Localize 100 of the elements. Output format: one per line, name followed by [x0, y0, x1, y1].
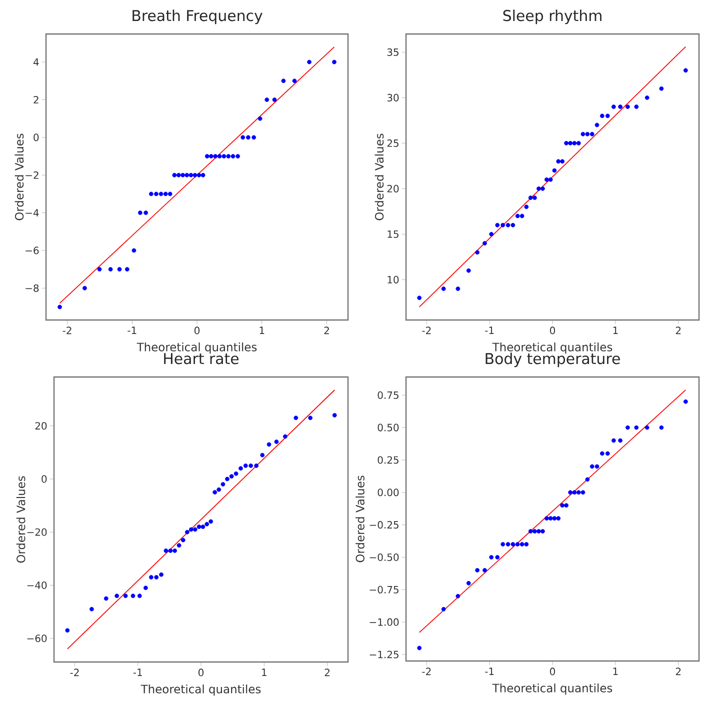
point	[154, 192, 158, 196]
y-tick-label: 15	[388, 230, 398, 238]
point	[506, 542, 510, 546]
point	[532, 196, 537, 200]
point	[626, 104, 630, 109]
point	[226, 154, 231, 158]
point	[208, 519, 214, 524]
point	[212, 490, 218, 494]
point	[544, 516, 549, 521]
point	[520, 214, 524, 218]
y-tick-label: 0.00	[378, 488, 399, 496]
point	[510, 222, 516, 228]
point	[192, 172, 198, 178]
y-tick-label: 10	[388, 276, 399, 284]
point	[281, 78, 286, 84]
y-tick-label: 0.75	[378, 391, 398, 399]
point	[196, 524, 202, 529]
point	[456, 594, 460, 598]
point	[564, 140, 568, 146]
y-tick-label: −0.25	[370, 521, 398, 529]
point	[560, 503, 565, 508]
point	[594, 464, 600, 469]
x-tick-label: -1	[133, 668, 142, 676]
point	[524, 542, 529, 546]
x-tick-label: -1	[485, 326, 494, 334]
y-tick-label: 20	[35, 422, 47, 430]
point	[108, 267, 113, 272]
point	[332, 413, 337, 418]
point	[605, 451, 610, 456]
point	[495, 222, 500, 228]
point	[556, 516, 561, 521]
x-tick-label: -2	[70, 668, 79, 676]
point	[528, 196, 533, 200]
point	[475, 250, 480, 255]
x-tick-label: 2	[676, 326, 681, 334]
point	[417, 646, 422, 650]
point	[236, 154, 240, 158]
y-tick-label: −8	[26, 284, 39, 292]
point	[229, 474, 234, 479]
y-tick-label: 35	[387, 48, 398, 56]
point	[644, 425, 650, 430]
point	[510, 542, 516, 546]
x-tick-label: 2	[324, 668, 330, 676]
point	[489, 555, 494, 560]
x-tick-label: -2	[422, 668, 431, 676]
point	[600, 114, 604, 118]
point	[248, 464, 254, 468]
point	[524, 204, 529, 210]
point	[332, 60, 336, 64]
point	[536, 529, 541, 534]
x-tick-label: 1	[613, 326, 618, 334]
point	[222, 154, 226, 158]
point	[209, 154, 214, 158]
y-tick-label: −2	[26, 171, 38, 179]
point	[500, 222, 506, 228]
point	[644, 95, 650, 100]
point	[482, 241, 487, 246]
x-tick-label: -1	[128, 326, 136, 334]
point	[576, 140, 581, 146]
point	[572, 140, 577, 146]
y-axis-title: Ordered Values	[16, 476, 26, 563]
x-axis-title: Theoretical quantiles	[136, 342, 257, 354]
point	[544, 177, 549, 182]
point	[532, 529, 537, 534]
x-tick-label: -2	[422, 326, 431, 334]
y-tick-label: 0	[42, 475, 47, 483]
y-tick-label: −60	[27, 634, 47, 642]
point	[217, 154, 222, 158]
point	[552, 168, 557, 173]
y-tick-label: 20	[387, 184, 399, 192]
x-tick-label: 1	[613, 668, 618, 675]
point	[548, 516, 553, 521]
x-tick-label: -2	[62, 326, 72, 334]
point	[243, 464, 248, 468]
point	[204, 522, 210, 526]
point	[159, 572, 164, 577]
point	[97, 267, 102, 272]
x-axis-title: Theoretical quantiles	[492, 684, 612, 695]
point	[515, 214, 520, 218]
point	[258, 116, 262, 121]
point	[184, 530, 190, 534]
point	[264, 98, 270, 102]
point	[188, 527, 194, 532]
point	[618, 104, 622, 109]
point	[489, 232, 494, 236]
point	[154, 575, 159, 580]
point	[117, 267, 122, 272]
point	[475, 568, 480, 572]
point	[148, 575, 154, 580]
point	[240, 135, 246, 140]
x-tick-label: 1	[260, 326, 264, 334]
point	[176, 543, 182, 548]
y-tick-label: 4	[33, 58, 39, 66]
point	[683, 399, 688, 404]
point	[200, 524, 206, 529]
point	[272, 98, 277, 102]
point	[441, 286, 446, 291]
point	[576, 490, 581, 495]
x-tick-label: 0	[550, 326, 556, 334]
point	[82, 286, 87, 290]
